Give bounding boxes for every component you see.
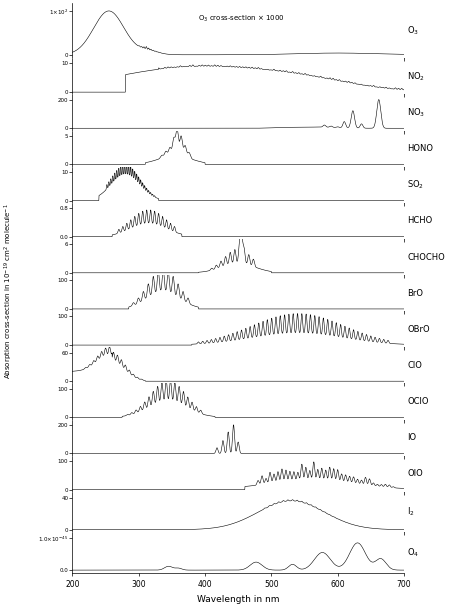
Text: O$_3$ cross-section × 1000: O$_3$ cross-section × 1000: [198, 13, 285, 24]
Text: NO$_2$: NO$_2$: [407, 70, 425, 82]
Text: OIO: OIO: [407, 469, 423, 478]
X-axis label: Wavelength in nm: Wavelength in nm: [197, 595, 279, 604]
Text: CHOCHO: CHOCHO: [407, 253, 445, 262]
Text: Absorption cross-section in 10$^{-19}$ cm$^2$ molecule$^{-1}$: Absorption cross-section in 10$^{-19}$ c…: [3, 203, 15, 379]
Text: SO$_2$: SO$_2$: [407, 179, 425, 191]
Text: BrO: BrO: [407, 288, 423, 298]
Text: OBrO: OBrO: [407, 325, 430, 334]
Text: NO$_3$: NO$_3$: [407, 106, 425, 119]
Text: IO: IO: [407, 433, 417, 442]
Text: I$_2$: I$_2$: [407, 506, 415, 518]
Text: ClO: ClO: [407, 361, 422, 370]
Text: HONO: HONO: [407, 144, 433, 153]
Text: O$_3$: O$_3$: [407, 24, 419, 37]
Text: OClO: OClO: [407, 397, 429, 406]
Text: HCHO: HCHO: [407, 216, 432, 225]
Text: O$_4$: O$_4$: [407, 546, 419, 559]
